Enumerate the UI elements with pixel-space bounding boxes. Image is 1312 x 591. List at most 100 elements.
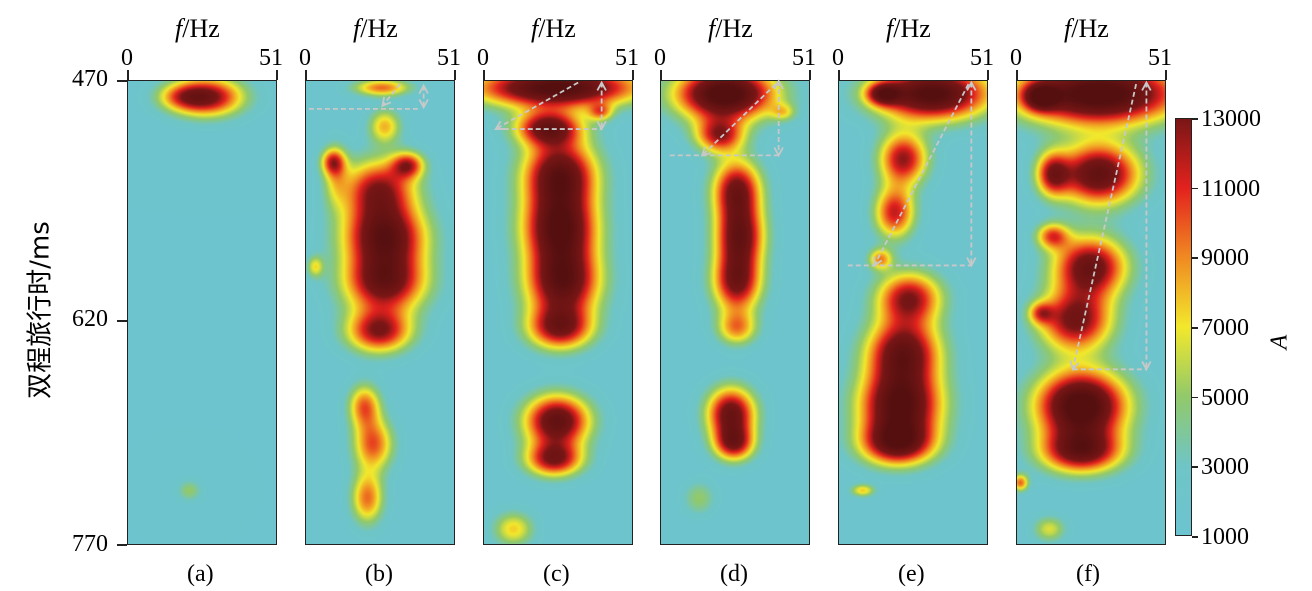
y-tick-620: 620: [72, 306, 108, 332]
x-tick-51: 51: [1148, 45, 1172, 71]
x-tick-mark: [809, 70, 811, 80]
x-tick-mark: [483, 70, 485, 80]
x-axis-title: f/Hz: [1064, 16, 1109, 42]
colorbar-tick-mark: [1192, 536, 1198, 538]
x-axis-title: f/Hz: [886, 16, 931, 42]
x-axis-title: f/Hz: [531, 16, 576, 42]
colorbar-tick-mark: [1192, 396, 1198, 399]
colorbar-tick-mark: [1192, 466, 1198, 468]
colorbar-tick-mark: [1192, 257, 1198, 259]
y-tick-770: 770: [72, 531, 108, 557]
y-tick-470: 470: [72, 66, 108, 92]
arrowhead: [596, 80, 607, 91]
x-label-unit: /Hz: [715, 14, 753, 43]
panel-label: (d): [720, 561, 748, 587]
arrowhead: [418, 83, 429, 94]
x-tick-0: 0: [121, 45, 133, 71]
x-tick-mark: [454, 70, 456, 80]
arrowhead: [596, 120, 607, 131]
x-tick-0: 0: [832, 45, 844, 71]
x-label-unit: /Hz: [360, 14, 398, 43]
x-tick-51: 51: [970, 45, 994, 71]
x-tick-51: 51: [792, 45, 816, 71]
arrowhead: [1141, 80, 1152, 91]
x-label-unit: /Hz: [538, 14, 576, 43]
x-tick-51: 51: [615, 45, 639, 71]
x-label-unit: /Hz: [1071, 14, 1109, 43]
colorbar-tick-label: 5000: [1201, 384, 1249, 411]
dashed-annotation-arrow: [1072, 83, 1137, 370]
x-label-unit: /Hz: [893, 14, 931, 43]
dashed-annotation-arrow: [873, 83, 970, 266]
x-label-variable: f: [353, 14, 361, 43]
colorbar-tick-label: 3000: [1201, 454, 1249, 481]
dashed-annotation-arrow: [701, 83, 777, 157]
arrowhead: [418, 99, 429, 110]
heatmap-panel-f: [1016, 80, 1166, 545]
colorbar-tick-label: 9000: [1201, 245, 1249, 272]
panel-label: (a): [187, 561, 214, 587]
x-axis-title: f/Hz: [708, 16, 753, 42]
heatmap-cells: [839, 81, 987, 544]
x-axis-title: f/Hz: [353, 16, 398, 42]
y-tick-mark: [117, 544, 127, 546]
x-label-variable: f: [886, 14, 894, 43]
heatmap-cells: [128, 81, 276, 544]
heatmap-cells: [661, 81, 809, 544]
colorbar-tick-label: 11000: [1201, 175, 1261, 202]
x-tick-mark: [838, 70, 840, 80]
x-tick-mark: [632, 70, 634, 80]
x-tick-0: 0: [477, 45, 489, 71]
panel-label: (c): [543, 561, 570, 587]
arrowhead: [966, 80, 977, 91]
heatmap-cells: [484, 81, 632, 544]
x-label-variable: f: [708, 14, 716, 43]
x-tick-51: 51: [437, 45, 461, 71]
panel-label: (e): [898, 561, 925, 587]
heatmap-panel-c: [483, 80, 633, 545]
panel-label: (b): [365, 561, 393, 587]
x-tick-mark: [127, 70, 129, 80]
heatmap-panel-b: [305, 80, 455, 545]
x-tick-mark: [1016, 70, 1018, 80]
colorbar-tick-label: 13000: [1201, 106, 1261, 132]
x-axis-title: f/Hz: [175, 16, 220, 42]
heatmap-cells: [306, 81, 454, 544]
x-label-variable: f: [175, 14, 183, 43]
x-tick-mark: [1165, 70, 1167, 80]
x-tick-mark: [305, 70, 307, 80]
y-tick-mark: [117, 320, 127, 322]
x-label-unit: /Hz: [182, 14, 220, 43]
x-label-variable: f: [1064, 14, 1072, 43]
y-tick-mark: [117, 80, 127, 82]
heatmap-panel-a: [127, 80, 277, 545]
arrowhead: [773, 79, 784, 90]
x-tick-0: 0: [654, 45, 666, 71]
arrowhead: [494, 120, 505, 130]
panel-label: (f): [1076, 561, 1100, 587]
x-label-variable: f: [531, 14, 539, 43]
dashed-annotation-arrow: [381, 83, 401, 107]
heatmap-panel-d: [660, 79, 810, 545]
dashed-annotation-arrow: [495, 81, 579, 130]
x-tick-mark: [660, 70, 662, 80]
x-tick-mark: [987, 70, 989, 80]
heatmap-panel-e: [838, 80, 988, 545]
y-axis-label: 双程旅行时/ms: [25, 221, 56, 399]
x-tick-0: 0: [299, 45, 311, 71]
x-tick-mark: [276, 70, 278, 80]
colorbar-label: A: [1266, 334, 1293, 350]
colorbar-tick-mark: [1192, 118, 1198, 120]
arrowhead: [1141, 360, 1152, 372]
arrowhead: [966, 257, 977, 268]
colorbar-tick-label: 1000: [1201, 524, 1249, 550]
heatmap-cells: [1017, 81, 1165, 544]
x-tick-0: 0: [1010, 45, 1022, 71]
colorbar-tick-label: 7000: [1201, 315, 1249, 341]
colorbar: [1175, 118, 1192, 536]
arrowhead: [381, 96, 392, 108]
colorbar-tick-mark: [1192, 187, 1198, 190]
x-tick-51: 51: [259, 45, 283, 71]
colorbar-tick-mark: [1192, 327, 1198, 329]
arrowhead: [773, 147, 784, 158]
